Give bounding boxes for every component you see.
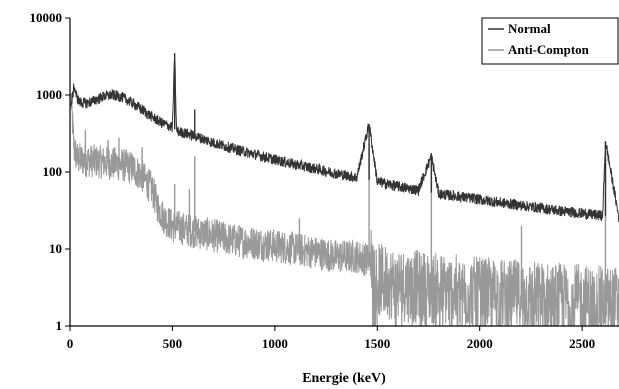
series-line	[70, 93, 619, 327]
x-tick-label: 1500	[364, 336, 390, 351]
x-tick-label: 1000	[262, 336, 288, 351]
legend: Normal Anti-Compton	[481, 17, 619, 65]
legend-label: Anti-Compton	[508, 42, 590, 57]
x-tick-label: 2500	[569, 336, 595, 351]
ticks-layer: 1 10 100 1000 10000 0 500 1000 1500 2000 2500	[30, 10, 596, 351]
y-tick-label: 10000	[30, 10, 63, 25]
series-line	[70, 58, 619, 223]
x-tick-label: 500	[163, 336, 183, 351]
x-axis-title: Energie (keV)	[302, 371, 386, 386]
x-tick-label: 2000	[467, 336, 493, 351]
series-normal	[70, 53, 619, 223]
y-tick-label: 1000	[36, 87, 62, 102]
y-tick-label: 1	[56, 318, 63, 333]
series-layer	[70, 53, 619, 327]
y-tick-label: 100	[43, 164, 63, 179]
legend-label: Normal	[508, 21, 551, 36]
y-tick-label: 10	[49, 241, 62, 256]
x-tick-label: 0	[67, 336, 74, 351]
legend-box	[481, 17, 619, 65]
